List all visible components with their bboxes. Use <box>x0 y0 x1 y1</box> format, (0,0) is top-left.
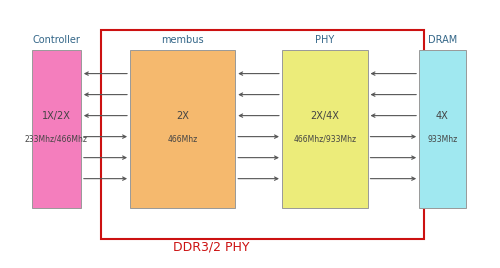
Text: DRAM: DRAM <box>428 35 457 45</box>
Text: 4X: 4X <box>436 111 448 121</box>
Text: 466Mhz: 466Mhz <box>168 135 198 144</box>
Text: PHY: PHY <box>315 35 334 45</box>
Text: 2X: 2X <box>176 111 189 121</box>
Text: DDR3/2 PHY: DDR3/2 PHY <box>172 240 249 254</box>
Bar <box>419 50 466 207</box>
Text: Controller: Controller <box>32 35 80 45</box>
Bar <box>32 50 81 207</box>
Bar <box>100 30 424 239</box>
Text: 466Mhz/933Mhz: 466Mhz/933Mhz <box>293 135 356 144</box>
Text: 2X/4X: 2X/4X <box>310 111 339 121</box>
Text: 1X/2X: 1X/2X <box>42 111 71 121</box>
Bar <box>282 50 368 207</box>
Text: 233Mhz/466Mhz: 233Mhz/466Mhz <box>25 135 88 144</box>
Text: membus: membus <box>162 35 204 45</box>
Text: 933Mhz: 933Mhz <box>427 135 458 144</box>
Bar <box>130 50 236 207</box>
